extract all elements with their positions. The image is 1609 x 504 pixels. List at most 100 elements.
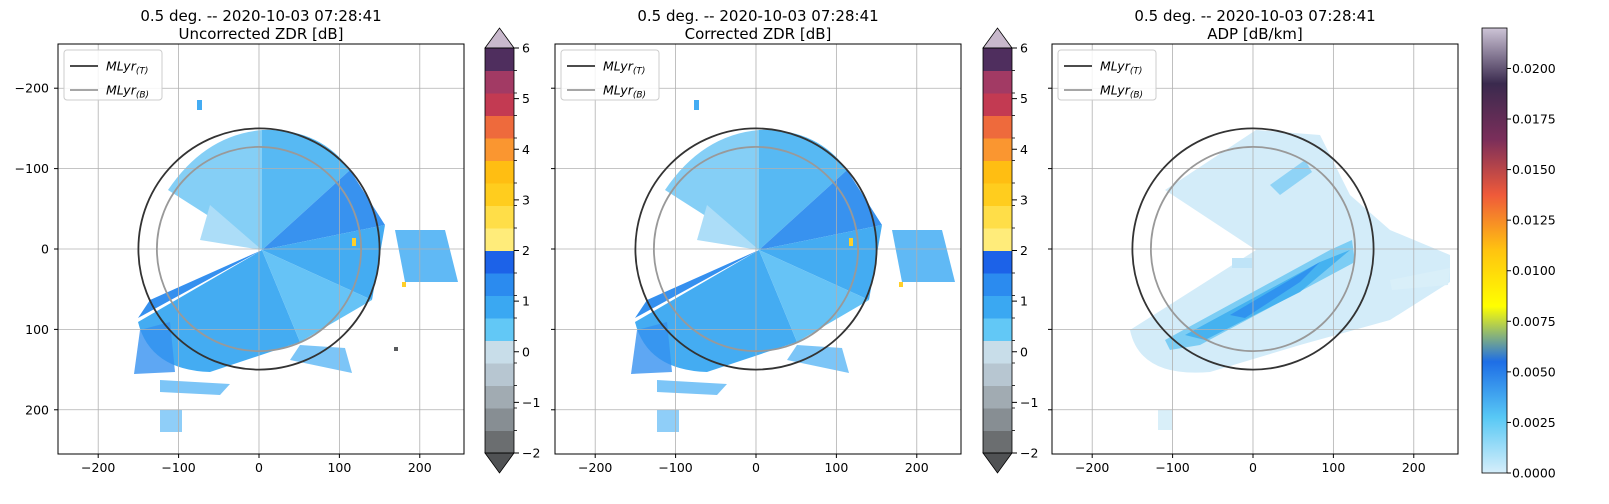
x-tick-label: −100 — [658, 460, 692, 475]
colorbar-tick-label: 0.0125 — [1512, 213, 1556, 228]
x-tick-label: 0 — [1249, 460, 1257, 475]
colorbar-segment — [485, 318, 514, 341]
melting-layer-bottom-ring — [1149, 145, 1356, 353]
y-axis-tick-marks — [551, 87, 555, 411]
x-tick-label: −200 — [578, 460, 612, 475]
melting-layer-rings — [1131, 127, 1375, 371]
colorbar-segment — [485, 363, 514, 386]
colorbar-segment — [485, 430, 514, 454]
colorbar-tick-label: −2 — [1020, 446, 1038, 461]
colorbar-tick-label: 0.0150 — [1512, 162, 1556, 177]
colorbar-segment — [983, 408, 1012, 431]
x-axis-ticks: −200 −100 0 100 200 — [1075, 454, 1426, 475]
x-tick-label: −200 — [1075, 460, 1109, 475]
colorbar-tick-label: 0.0025 — [1512, 415, 1556, 430]
y-tick-label: 100 — [25, 322, 49, 337]
colorbar-segment — [485, 340, 514, 364]
grid-lines — [58, 44, 464, 454]
colorbar-gradient — [1481, 27, 1508, 474]
legend: MLyr(T)MLyr(B) — [1057, 49, 1157, 101]
colorbar-segment — [485, 273, 514, 296]
colorbar-tick-label: 0 — [1020, 344, 1028, 359]
legend-box — [1057, 49, 1157, 101]
x-axis-ticks: −200 −100 0 100 200 — [578, 454, 929, 475]
panel-adp: 0.5 deg. -- 2020-10-03 07:28:41 ADP [dB/… — [1048, 7, 1556, 481]
legend: MLyr(T)MLyr(B) — [560, 49, 660, 101]
x-tick-label: 0 — [752, 460, 760, 475]
colorbar-segment — [983, 318, 1012, 341]
colorbar-segment — [485, 385, 514, 409]
colorbar-tick-label: 6 — [522, 41, 530, 56]
colorbar-segment — [485, 183, 514, 206]
legend: MLyr(T)MLyr(B) — [63, 49, 163, 101]
colorbar-segment — [983, 93, 1012, 116]
radar-echo — [631, 100, 955, 432]
colorbar-extend-max — [484, 27, 515, 49]
x-tick-label: −200 — [81, 460, 115, 475]
melting-layer-top-ring — [137, 127, 381, 371]
colorbar-tick-label: 0.0100 — [1512, 263, 1556, 278]
colorbar-segment — [983, 48, 1012, 71]
colorbar-segment — [485, 70, 514, 94]
colorbar-tick-label: 0.0175 — [1512, 112, 1556, 127]
grid-lines — [1052, 44, 1458, 454]
colorbar-extend-max — [982, 27, 1013, 49]
colorbar-tick-label: 5 — [522, 91, 530, 106]
colorbar-tick-label: 4 — [522, 142, 530, 157]
panel-title-line2: ADP [dB/km] — [1207, 25, 1303, 43]
y-tick-label: 200 — [25, 402, 49, 417]
colorbar-segment — [983, 250, 1012, 274]
colorbar-zdr-uncorrected: 6 5 4 3 2 1 0 −1 −2 — [484, 27, 540, 474]
colorbar-tick-label: 1 — [522, 294, 530, 309]
legend-box — [560, 49, 660, 101]
colorbar-tick-label: 1 — [1020, 294, 1028, 309]
colorbar-segment — [983, 183, 1012, 206]
colorbar-segment — [983, 340, 1012, 364]
colorbar-tick-label: −1 — [522, 395, 540, 410]
colorbar-tick-label: 0.0000 — [1512, 466, 1556, 481]
plot-area: −200 −100 0 100 200 200 100 0 −100 −200 MLyr(T)M… — [15, 43, 465, 475]
panel-corrected-zdr: 0.5 deg. -- 2020-10-03 07:28:41 Correcte… — [551, 7, 1038, 475]
colorbar-segment — [983, 273, 1012, 296]
melting-layer-top-ring — [1131, 127, 1375, 371]
colorbar-tick-label: 5 — [1020, 91, 1028, 106]
x-tick-label: −100 — [1155, 460, 1189, 475]
colorbar-segment — [485, 138, 514, 161]
x-tick-label: 200 — [1402, 460, 1426, 475]
colorbar-tick-label: −1 — [1020, 395, 1038, 410]
colorbar-adp: 0.0200 0.0175 0.0150 0.0125 0.0100 0.0075 0.00… — [1481, 27, 1556, 481]
y-axis-tick-marks — [1048, 87, 1052, 411]
grid-lines — [555, 44, 961, 454]
panel-title-line1: 0.5 deg. -- 2020-10-03 07:28:41 — [1134, 7, 1375, 25]
colorbar-segment — [485, 250, 514, 274]
colorbar-segment — [485, 295, 514, 319]
melting-layer-top-ring — [634, 127, 878, 371]
colorbar-tick-label: 0 — [522, 344, 530, 359]
colorbar-tick-label: 2 — [1020, 243, 1028, 258]
panel-uncorrected-zdr: 0.5 deg. -- 2020-10-03 07:28:41 Uncorrec… — [15, 7, 541, 475]
radar-echo — [134, 100, 458, 432]
y-tick-label: 0 — [41, 242, 49, 257]
colorbar-tick-label: 3 — [1020, 192, 1028, 207]
x-tick-label: 200 — [905, 460, 929, 475]
colorbar-extend-min — [982, 452, 1013, 474]
colorbar-segment — [983, 160, 1012, 184]
colorbar-segment — [983, 385, 1012, 409]
colorbar-segment — [485, 160, 514, 184]
colorbar-segment — [983, 70, 1012, 94]
melting-layer-bottom-ring — [652, 145, 859, 353]
plot-area: −200 −100 0 100 200 MLyr(T)MLyr(B) — [551, 43, 962, 475]
colorbar-zdr-corrected: 6 5 4 3 2 1 0 −1 −2 — [982, 27, 1038, 474]
panel-title-line1: 0.5 deg. -- 2020-10-03 07:28:41 — [140, 7, 381, 25]
legend-box — [63, 49, 163, 101]
radar-echo — [1130, 130, 1450, 430]
melting-layer-rings — [634, 127, 878, 371]
colorbar-segment — [485, 408, 514, 431]
colorbar-segment — [485, 205, 514, 229]
y-tick-label: −100 — [15, 161, 49, 176]
x-tick-label: 0 — [255, 460, 263, 475]
colorbar-segment — [983, 138, 1012, 161]
colorbar-extend-min — [484, 452, 515, 474]
y-tick-label: −200 — [15, 81, 49, 96]
